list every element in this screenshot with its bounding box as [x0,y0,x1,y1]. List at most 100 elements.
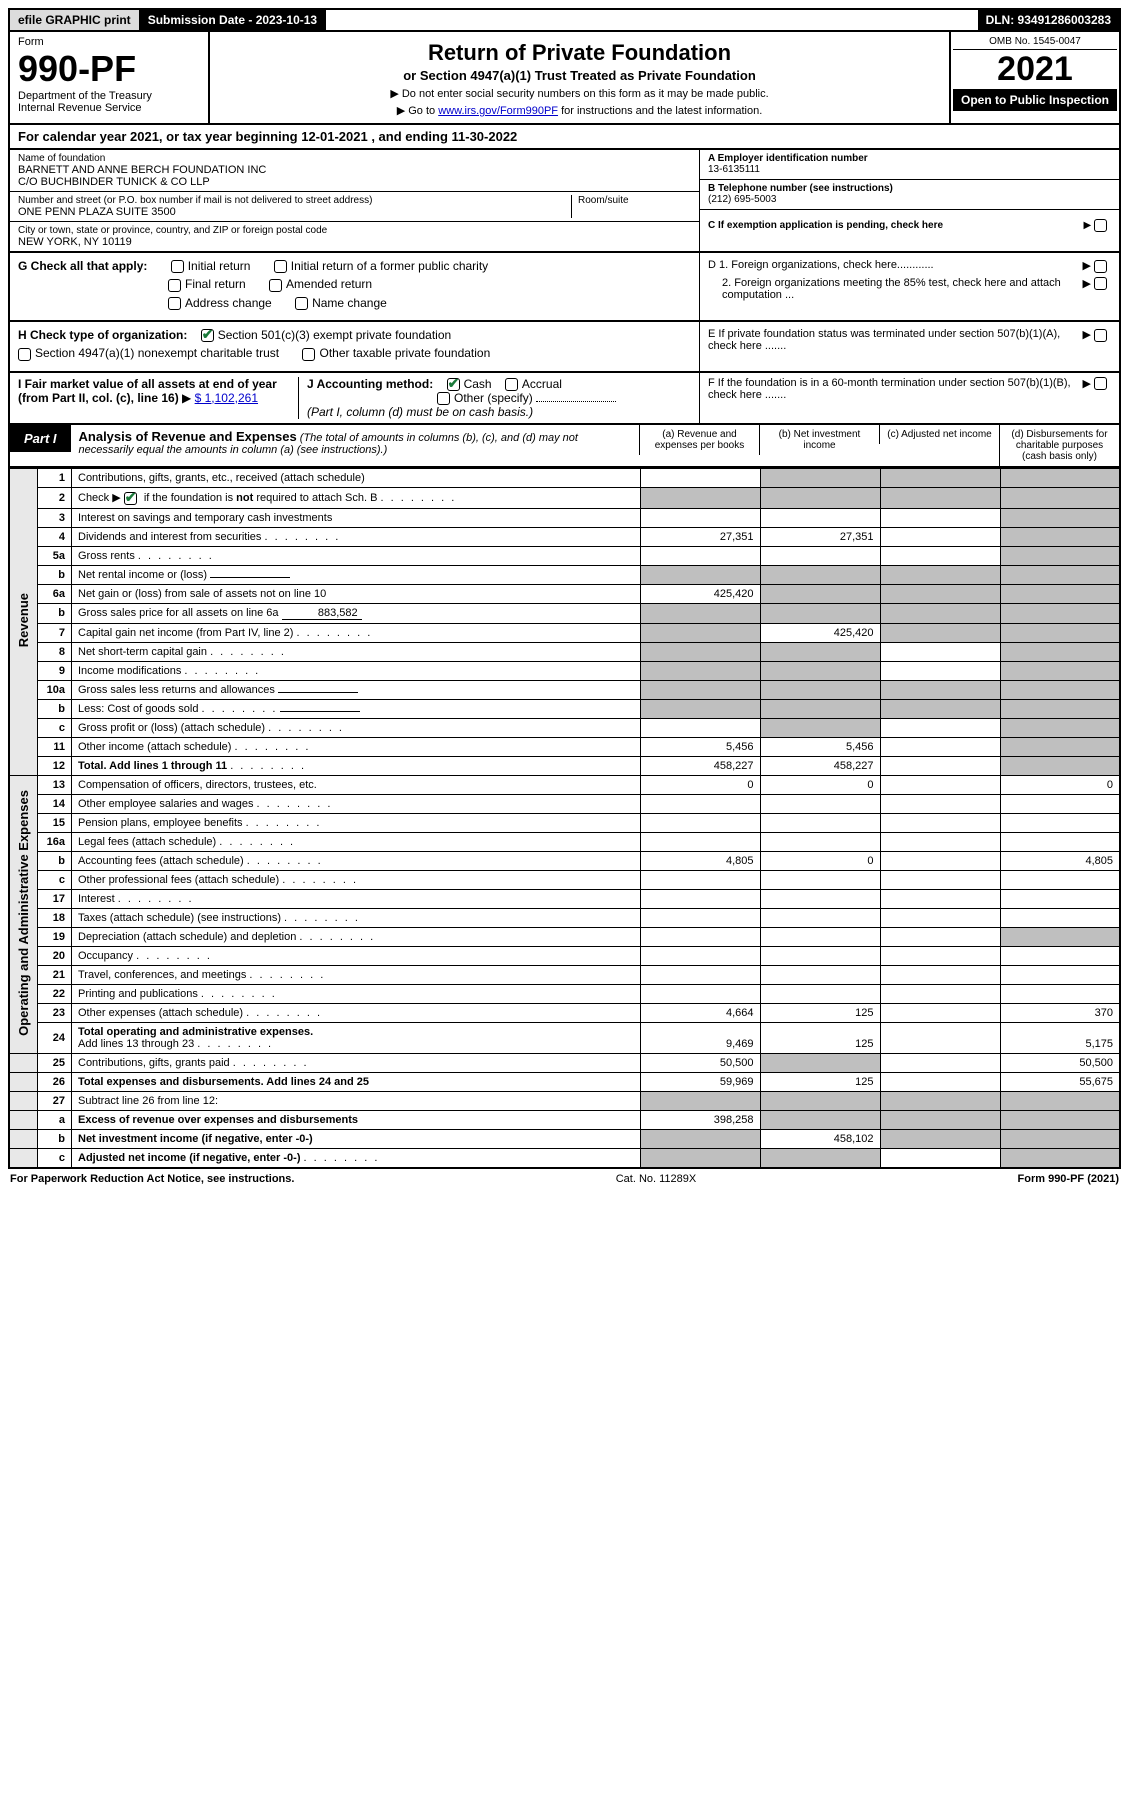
row-21: 21Travel, conferences, and meetings [9,965,1120,984]
phone-label: B Telephone number (see instructions) [708,183,1111,194]
j-other[interactable] [437,392,450,405]
page-footer: For Paperwork Reduction Act Notice, see … [8,1169,1121,1189]
g-amended[interactable] [269,279,282,292]
name-label: Name of foundation [18,153,691,164]
addr-label: Number and street (or P.O. box number if… [18,195,571,206]
row-12: 12Total. Add lines 1 through 11 458,2274… [9,756,1120,775]
g-initial-return[interactable] [171,260,184,273]
row-24: 24Total operating and administrative exp… [9,1022,1120,1053]
header-left: Form 990-PF Department of the Treasury I… [10,32,210,123]
d2-label: 2. Foreign organizations meeting the 85%… [708,277,1082,301]
col-c-header: (c) Adjusted net income [879,425,999,444]
row-16b: bAccounting fees (attach schedule) 4,805… [9,851,1120,870]
d1-checkbox[interactable] [1094,260,1107,273]
top-bar: efile GRAPHIC print Submission Date - 20… [8,8,1121,32]
row-4: 4Dividends and interest from securities … [9,527,1120,546]
row-8: 8Net short-term capital gain [9,642,1120,661]
row-7: 7Capital gain net income (from Part IV, … [9,623,1120,642]
open-to-public: Open to Public Inspection [953,89,1117,111]
header-right: OMB No. 1545-0047 2021 Open to Public In… [949,32,1119,123]
h-4947a1[interactable] [18,348,31,361]
note-link: ▶ Go to www.irs.gov/Form990PF for instru… [226,104,933,117]
checks-h-e: H Check type of organization: Section 50… [8,322,1121,373]
header-mid: Return of Private Foundation or Section … [210,32,949,123]
g-final-return[interactable] [168,279,181,292]
g-name-change[interactable] [295,297,308,310]
row-27: 27Subtract line 26 from line 12: [9,1091,1120,1110]
h-501c3[interactable] [201,329,214,342]
efile-print-button[interactable]: efile GRAPHIC print [10,10,140,30]
row-2: 2 Check ▶ if the foundation is not requi… [9,488,1120,509]
footer-catno: Cat. No. 11289X [616,1173,697,1185]
row-10b: bLess: Cost of goods sold [9,699,1120,718]
form-word: Form [18,36,200,48]
row-3: 3Interest on savings and temporary cash … [9,508,1120,527]
dept-treasury: Department of the Treasury [18,90,200,102]
g-address-change[interactable] [168,297,181,310]
row-17: 17Interest [9,889,1120,908]
j-accrual[interactable] [505,378,518,391]
street-address: ONE PENN PLAZA SUITE 3500 [18,206,571,218]
f-checkbox[interactable] [1094,377,1107,390]
row-6b: bGross sales price for all assets on lin… [9,603,1120,623]
submission-date: Submission Date - 2023-10-13 [140,10,326,30]
form-header: Form 990-PF Department of the Treasury I… [8,32,1121,125]
row-23: 23Other expenses (attach schedule) 4,664… [9,1003,1120,1022]
e-checkbox[interactable] [1094,329,1107,342]
checks-ijf: I Fair market value of all assets at end… [8,373,1121,426]
row-27c: cAdjusted net income (if negative, enter… [9,1148,1120,1168]
j-note: (Part I, column (d) must be on cash basi… [307,405,691,419]
exemption-pending-label: C If exemption application is pending, c… [708,220,1084,231]
row-1: Revenue 1Contributions, gifts, grants, e… [9,469,1120,488]
row-10a: 10aGross sales less returns and allowanc… [9,680,1120,699]
ein-value: 13-6135111 [708,164,1111,175]
col-b-header: (b) Net investment income [759,425,879,455]
exemption-pending-checkbox[interactable] [1094,219,1107,232]
row-5b: bNet rental income or (loss) [9,565,1120,584]
checks-g-d: G Check all that apply: Initial return I… [8,253,1121,322]
d2-checkbox[interactable] [1094,277,1107,290]
row-5a: 5aGross rents [9,546,1120,565]
footer-right: Form 990-PF (2021) [1018,1173,1119,1185]
row-27a: aExcess of revenue over expenses and dis… [9,1110,1120,1129]
row-6a: 6aNet gain or (loss) from sale of assets… [9,584,1120,603]
part1-table: Revenue 1Contributions, gifts, grants, e… [8,468,1121,1169]
g-initial-former[interactable] [274,260,287,273]
form-title: Return of Private Foundation [226,40,933,66]
form-number: 990-PF [18,48,200,90]
row-13: Operating and Administrative Expenses 13… [9,775,1120,794]
col-a-header: (a) Revenue and expenses per books [639,425,759,455]
row-15: 15Pension plans, employee benefits [9,813,1120,832]
col-d-header: (d) Disbursements for charitable purpose… [999,425,1119,466]
footer-left: For Paperwork Reduction Act Notice, see … [10,1173,294,1185]
city-label: City or town, state or province, country… [18,225,691,236]
phone-value: (212) 695-5003 [708,194,1111,205]
form990pf-link[interactable]: www.irs.gov/Form990PF [438,105,558,117]
form-subtitle: or Section 4947(a)(1) Trust Treated as P… [226,68,933,83]
i-value: $ 1,102,261 [195,391,258,405]
row-27b: bNet investment income (if negative, ent… [9,1129,1120,1148]
row-16c: cOther professional fees (attach schedul… [9,870,1120,889]
city-state-zip: NEW YORK, NY 10119 [18,236,691,248]
j-cash[interactable] [447,378,460,391]
omb-no: OMB No. 1545-0047 [953,34,1117,50]
e-label: E If private foundation status was termi… [708,328,1082,352]
row-16a: 16aLegal fees (attach schedule) [9,832,1120,851]
d1-label: D 1. Foreign organizations, check here..… [708,259,1082,273]
h-other-taxable[interactable] [302,348,315,361]
ein-label: A Employer identification number [708,153,1111,164]
tax-year: 2021 [953,50,1117,89]
h-label: H Check type of organization: [18,328,187,342]
part1-header: Part I Analysis of Revenue and Expenses … [8,425,1121,468]
g-label: G Check all that apply: [18,259,147,273]
calendar-year-line: For calendar year 2021, or tax year begi… [8,125,1121,150]
row-22: 22Printing and publications [9,984,1120,1003]
f-label: F If the foundation is in a 60-month ter… [708,377,1082,401]
note-ssn: ▶ Do not enter social security numbers o… [226,87,933,100]
part1-title: Analysis of Revenue and Expenses [79,429,297,444]
row-26: 26Total expenses and disbursements. Add … [9,1072,1120,1091]
entity-block: Name of foundation BARNETT AND ANNE BERC… [8,150,1121,253]
row-10c: cGross profit or (loss) (attach schedule… [9,718,1120,737]
row-19: 19Depreciation (attach schedule) and dep… [9,927,1120,946]
schb-checkbox[interactable] [124,492,137,505]
